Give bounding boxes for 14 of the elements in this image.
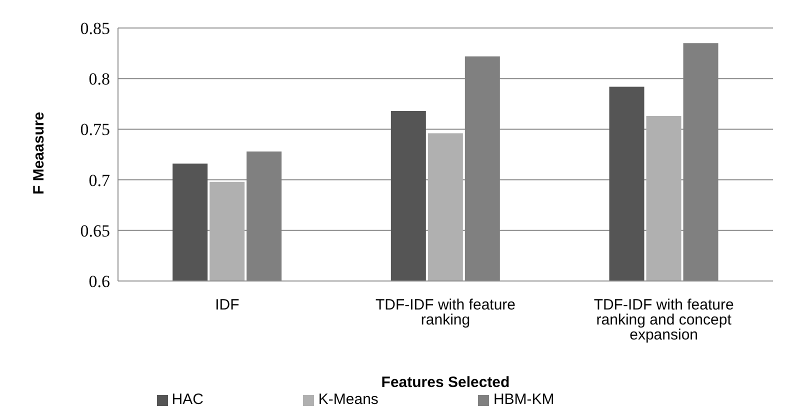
y-tick-label: 0.75 (80, 120, 110, 140)
y-axis-title: F Meaasure (30, 112, 48, 194)
legend-label: K-Means (318, 391, 378, 408)
legend-label: HBM-KM (493, 391, 554, 408)
x-tick-label: TDF-IDF with feature ranking (375, 296, 516, 329)
y-tick-label: 0.6 (88, 272, 110, 292)
legend-label: HAC (172, 391, 204, 408)
y-tick-label: 0.85 (80, 19, 110, 38)
y-tick-label: 0.7 (88, 170, 110, 190)
x-axis-title: Features Selected (381, 374, 510, 391)
x-tick-label: IDF (215, 296, 240, 314)
y-tick-label: 0.65 (80, 221, 110, 240)
x-tick-label: TDF-IDF with feature ranking and concept expansion (594, 296, 734, 344)
y-tick-label: 0.8 (88, 70, 110, 89)
